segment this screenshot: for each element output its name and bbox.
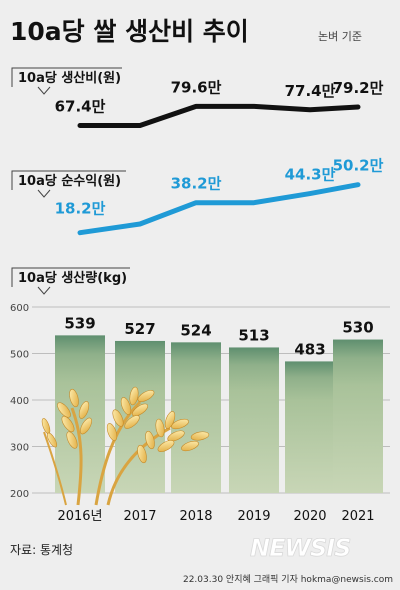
y-tick-label: 200 [10,489,29,500]
x-tick-label: 2020 [293,509,326,524]
bar-value-label: 530 [342,319,373,337]
bar [229,347,279,493]
x-tick-label: 2019 [237,509,270,524]
y-tick-label: 400 [10,396,29,407]
credit-line: 22.03.30 안지혜 그래픽 기자 hokma@newsis.com [183,573,393,585]
y-tick-label: 600 [10,303,29,314]
bar [171,342,221,493]
bar-y-tick-labels: 200 300 400 500 600 [10,303,29,500]
income-label-callout: 10a당 순수익(원) [11,170,126,198]
series-line [77,103,361,129]
bar-value-label: 513 [238,326,269,344]
bar-series: 539 2016년 527 2017 524 2018 513 2019 483 2020 530 2… [55,314,383,524]
y-tick-label: 500 [10,350,29,361]
series-line [77,182,361,236]
data-label: 44.3만 [285,166,336,184]
source-label: 자료: 통계청 [10,543,73,557]
y-tick-label: 300 [10,443,29,454]
data-label: 38.2만 [171,175,222,193]
bar [285,361,335,493]
data-label: 79.6만 [171,78,222,96]
data-label: 18.2만 [55,200,106,218]
x-tick-label: 2018 [179,509,212,524]
income-section-label: 10a당 순수익(원) [18,173,121,189]
bar-value-label: 539 [64,314,95,332]
cost-label-callout: 10a당 생산비(원) [11,67,122,95]
rice-stalk-illustration [41,386,210,506]
x-tick-label: 2017 [123,509,156,524]
bar [333,339,383,493]
cost-section-label: 10a당 생산비(원) [18,70,121,86]
data-label: 77.4만 [285,82,336,100]
newsis-logo-icon: NEWSIS [250,534,350,562]
bar-value-label: 527 [124,320,155,338]
yield-section-label: 10a당 생산량(kg) [18,270,127,286]
x-tick-label: 2021 [341,509,374,524]
data-label: 67.4만 [55,98,106,116]
chart-title: 10a당 쌀 생산비 추이 [10,17,249,46]
data-label: 50.2만 [333,157,384,175]
bar-value-label: 483 [294,340,325,358]
chart-subtitle: 논벼 기준 [318,30,362,43]
x-tick-label: 2016년 [57,509,102,524]
yield-label-callout: 10a당 생산량(kg) [11,267,130,295]
bar-value-label: 524 [180,321,211,339]
data-label: 79.2만 [333,79,384,97]
